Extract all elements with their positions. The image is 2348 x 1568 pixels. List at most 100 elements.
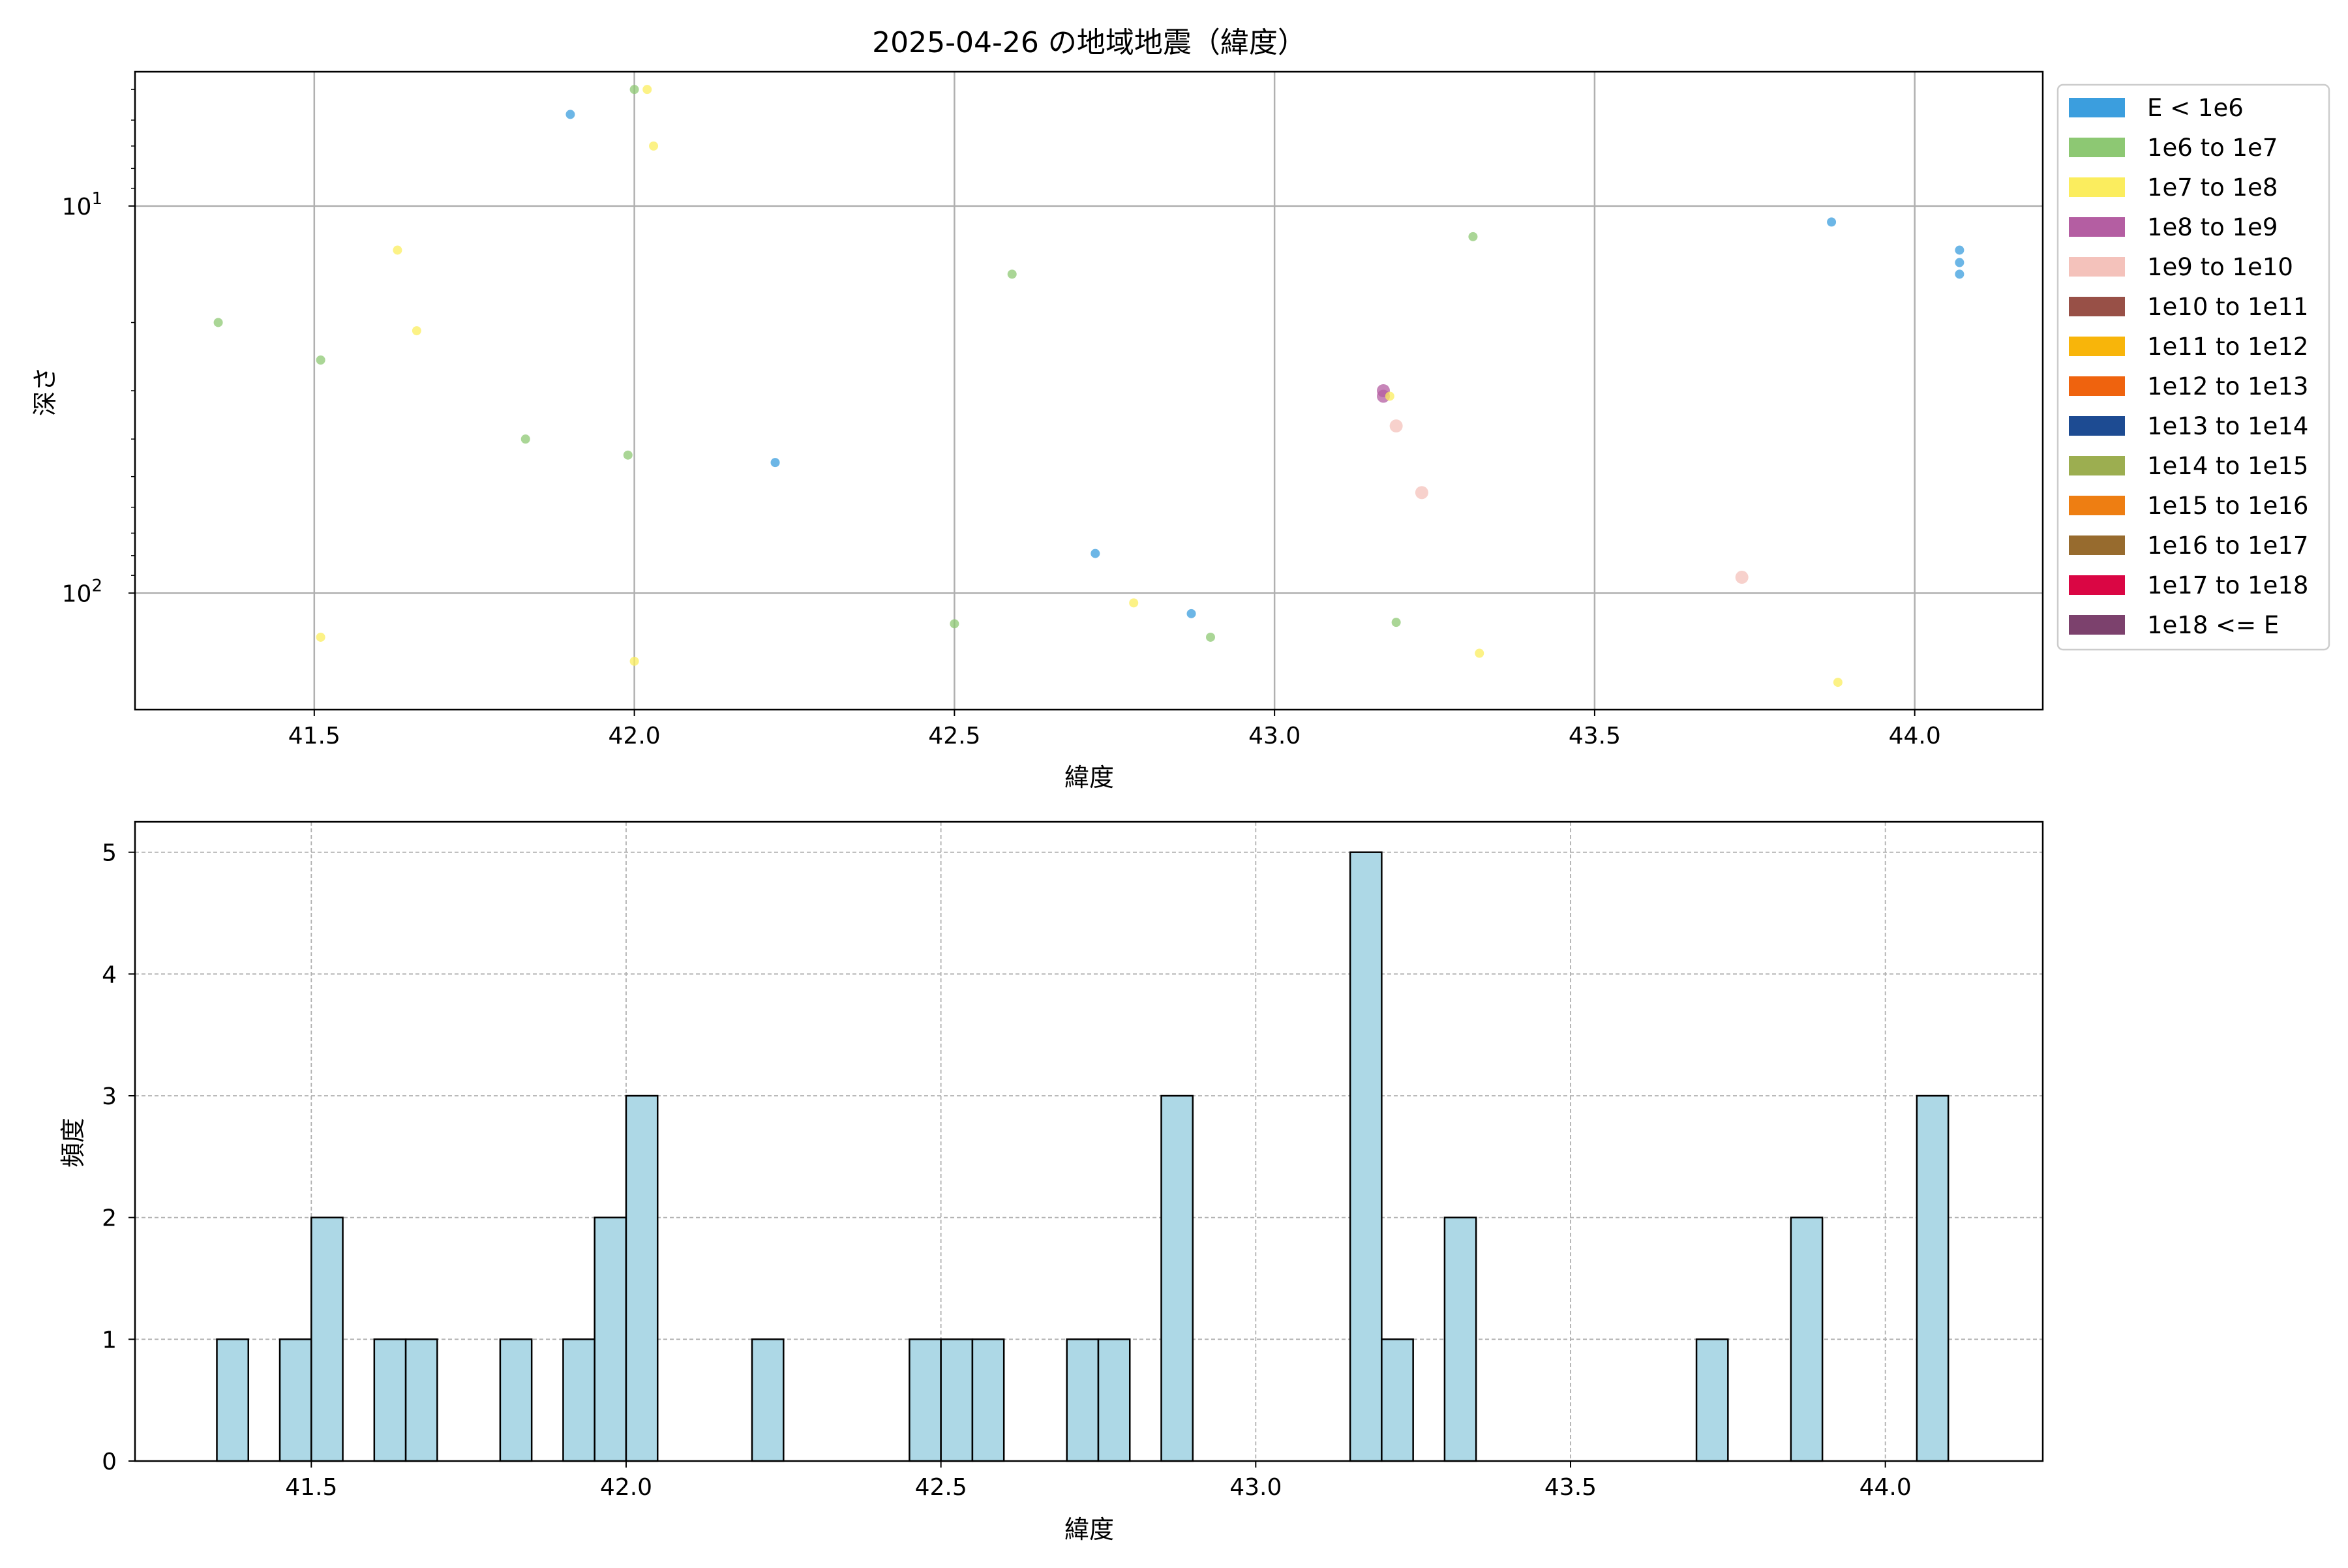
legend-frame — [2056, 83, 2330, 651]
histogram-y-tick-label: 2 — [102, 1205, 117, 1232]
scatter-point — [1468, 232, 1478, 241]
legend-label: 1e9 to 1e10 — [2147, 253, 2293, 281]
scatter-grid — [135, 72, 2043, 710]
scatter-point — [520, 434, 530, 444]
legend-swatch — [2069, 615, 2125, 635]
scatter-point — [1389, 419, 1403, 433]
scatter-y-tick-base: 10 — [62, 194, 92, 220]
scatter-point — [1735, 571, 1749, 584]
scatter-x-tick-label: 43.5 — [1569, 723, 1621, 749]
legend-swatch — [2069, 337, 2125, 356]
scatter-y-label: 深さ — [31, 367, 59, 416]
histogram-bar — [562, 1338, 595, 1462]
legend-swatch — [2069, 416, 2125, 436]
legend-label: 1e11 to 1e12 — [2147, 333, 2308, 361]
histogram-x-tick-label: 44.0 — [1859, 1474, 1912, 1501]
scatter-point — [1955, 245, 1964, 255]
histogram-y-tick-label: 0 — [102, 1449, 117, 1475]
scatter-x-tick-label: 42.5 — [928, 723, 980, 749]
histogram-bar — [1066, 1338, 1100, 1462]
histogram-y-tick-label: 5 — [102, 840, 117, 867]
histogram-bar — [751, 1338, 785, 1462]
scatter-point — [1007, 269, 1017, 279]
legend-swatch — [2069, 535, 2125, 555]
scatter-axes-frame — [134, 70, 2044, 711]
scatter-point — [393, 245, 402, 255]
legend: E < 1e6 1e6 to 1e7 1e7 to 1e8 1e8 to 1e9 1e9… — [2056, 83, 2330, 651]
scatter-point — [1091, 549, 1100, 558]
histogram-x-tick-label: 43.0 — [1229, 1474, 1282, 1501]
histogram-x-tick-label: 42.5 — [915, 1474, 967, 1501]
scatter-point — [629, 85, 639, 95]
scatter-point — [649, 141, 659, 151]
histogram-bar — [625, 1094, 659, 1462]
scatter-y-tick-base: 10 — [62, 580, 92, 607]
scatter-point — [1955, 258, 1964, 267]
legend-label: 1e17 to 1e18 — [2147, 571, 2308, 599]
legend-swatch — [2069, 297, 2125, 316]
histogram-bar — [1695, 1338, 1729, 1462]
legend-swatch — [2069, 217, 2125, 237]
histogram-bar — [1097, 1338, 1131, 1462]
histogram-y-label: 頻度 — [59, 1118, 87, 1168]
histogram-bar — [1443, 1216, 1477, 1462]
scatter-y-tick-label: 101 — [62, 189, 102, 220]
scatter-point — [1129, 598, 1139, 608]
scatter-point — [565, 110, 575, 119]
histogram-bar — [1160, 1094, 1194, 1462]
histogram-bars — [216, 851, 1949, 1462]
scatter-point — [1955, 269, 1964, 279]
scatter-point — [316, 632, 325, 642]
scatter-point — [412, 326, 421, 336]
scatter-points — [213, 85, 1964, 687]
legend-label: 1e12 to 1e13 — [2147, 372, 2308, 400]
legend-label: 1e16 to 1e17 — [2147, 532, 2308, 560]
histogram-y-ticks: 0 1 2 3 4 5 — [102, 840, 135, 1475]
scatter-point — [1385, 391, 1394, 401]
scatter-point — [950, 619, 959, 629]
histogram-bar — [278, 1338, 312, 1462]
histogram-bar — [971, 1338, 1005, 1462]
histogram-bar — [940, 1338, 974, 1462]
legend-label: 1e6 to 1e7 — [2147, 134, 2278, 162]
scatter-point — [1205, 632, 1215, 642]
scatter-x-ticks: 41.5 42.0 42.5 43.0 43.5 44.0 — [288, 710, 1941, 749]
histogram-bar — [373, 1338, 407, 1462]
legend-label: 1e8 to 1e9 — [2147, 213, 2278, 241]
legend-label: 1e14 to 1e15 — [2147, 452, 2308, 480]
legend-swatch — [2069, 257, 2125, 277]
scatter-x-tick-label: 43.0 — [1248, 723, 1301, 749]
scatter-point — [1415, 486, 1428, 500]
legend-label: 1e10 to 1e11 — [2147, 293, 2308, 321]
legend-swatch — [2069, 177, 2125, 197]
histogram-x-tick-label: 42.0 — [600, 1474, 652, 1501]
histogram-y-tick-label: 3 — [102, 1083, 117, 1110]
histogram-bar — [1349, 851, 1383, 1462]
histogram-bar — [216, 1338, 250, 1462]
legend-label: 1e7 to 1e8 — [2147, 173, 2278, 202]
scatter-point — [1827, 217, 1837, 227]
legend-swatch — [2069, 138, 2125, 157]
legend-swatch — [2069, 98, 2125, 117]
scatter-point — [316, 355, 325, 365]
scatter-y-tick-label: 102 — [62, 576, 102, 607]
scatter-point — [642, 85, 652, 95]
histogram-bar — [1916, 1094, 1949, 1462]
histogram-x-ticks: 41.5 42.0 42.5 43.0 43.5 44.0 — [285, 1461, 1912, 1501]
legend-swatch — [2069, 496, 2125, 515]
scatter-y-tick-exp: 1 — [91, 189, 102, 209]
legend-swatch — [2069, 376, 2125, 396]
scatter-point — [1391, 618, 1401, 627]
histogram-bar — [404, 1338, 438, 1462]
histogram-bar — [1790, 1216, 1824, 1462]
scatter-x-tick-label: 42.0 — [609, 723, 661, 749]
scatter-point — [629, 656, 639, 666]
scatter-x-tick-label: 41.5 — [288, 723, 340, 749]
legend-label: 1e18 <= E — [2147, 611, 2279, 639]
legend-label: 1e13 to 1e14 — [2147, 412, 2308, 440]
histogram-y-tick-label: 1 — [102, 1327, 117, 1353]
histogram-bar — [499, 1338, 533, 1462]
